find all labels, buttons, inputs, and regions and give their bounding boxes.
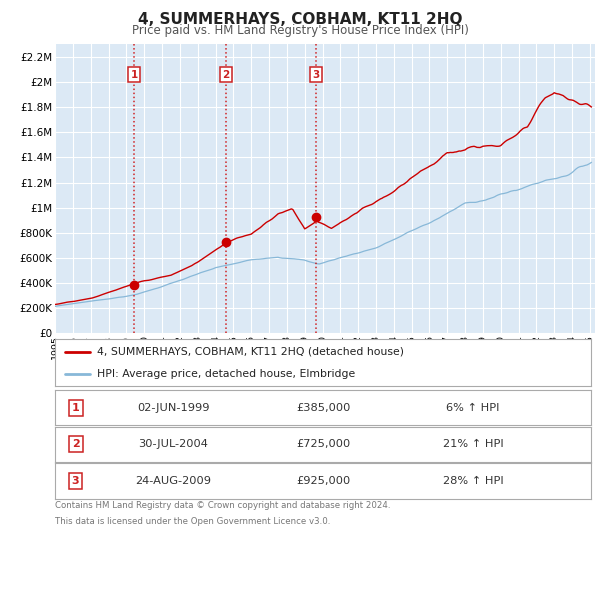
Text: £725,000: £725,000 <box>296 440 350 449</box>
Text: Contains HM Land Registry data © Crown copyright and database right 2024.: Contains HM Land Registry data © Crown c… <box>55 502 391 510</box>
Text: 1: 1 <box>71 403 79 412</box>
Text: 3: 3 <box>313 70 320 80</box>
Text: 24-AUG-2009: 24-AUG-2009 <box>135 476 211 486</box>
Text: 2: 2 <box>223 70 230 80</box>
Text: Price paid vs. HM Land Registry's House Price Index (HPI): Price paid vs. HM Land Registry's House … <box>131 24 469 37</box>
Text: 6% ↑ HPI: 6% ↑ HPI <box>446 403 500 412</box>
Text: This data is licensed under the Open Government Licence v3.0.: This data is licensed under the Open Gov… <box>55 517 331 526</box>
Text: 28% ↑ HPI: 28% ↑ HPI <box>443 476 503 486</box>
Text: HPI: Average price, detached house, Elmbridge: HPI: Average price, detached house, Elmb… <box>97 369 355 379</box>
Text: £925,000: £925,000 <box>296 476 350 486</box>
Text: 3: 3 <box>72 476 79 486</box>
Text: £385,000: £385,000 <box>296 403 350 412</box>
Text: 30-JUL-2004: 30-JUL-2004 <box>138 440 208 449</box>
Text: 2: 2 <box>71 440 79 449</box>
Text: 4, SUMMERHAYS, COBHAM, KT11 2HQ: 4, SUMMERHAYS, COBHAM, KT11 2HQ <box>138 12 462 27</box>
Text: 4, SUMMERHAYS, COBHAM, KT11 2HQ (detached house): 4, SUMMERHAYS, COBHAM, KT11 2HQ (detache… <box>97 347 404 357</box>
Text: 21% ↑ HPI: 21% ↑ HPI <box>443 440 503 449</box>
Text: 02-JUN-1999: 02-JUN-1999 <box>137 403 209 412</box>
Text: 1: 1 <box>130 70 137 80</box>
